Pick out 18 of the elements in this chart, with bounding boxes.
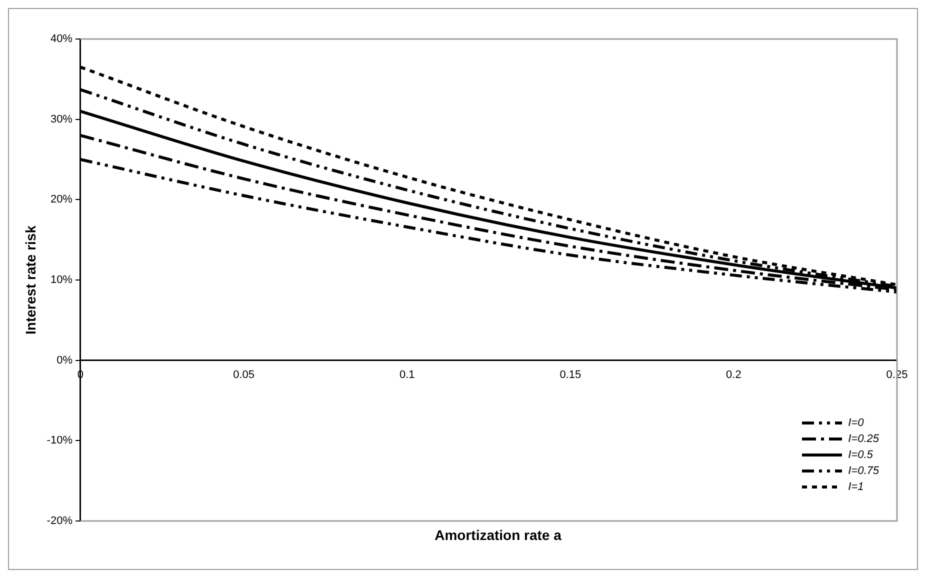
legend-label: I=0.5 [848, 449, 873, 461]
y-axis-title: Interest rate risk [22, 225, 38, 334]
legend-label: I=1 [848, 481, 864, 493]
y-tick-label: 0% [56, 354, 73, 366]
y-tick-label: 20% [50, 194, 73, 206]
legend-label: I=0.25 [848, 433, 879, 445]
y-tick-label: 10% [50, 274, 73, 286]
y-tick-label: -10% [46, 434, 73, 447]
x-tick-label: 0.2 [726, 368, 742, 381]
x-tick-label: 0.1 [399, 368, 415, 381]
x-tick-label: 0.15 [560, 368, 582, 381]
y-tick-label: 30% [50, 113, 73, 126]
x-axis-title: Amortization rate a [434, 527, 562, 543]
y-tick-label: 40% [50, 33, 73, 46]
legend-label: I=0 [848, 417, 864, 429]
legend-label: I=0.75 [848, 465, 879, 477]
x-tick-label: 0.05 [233, 368, 254, 381]
y-tick-label: -20% [46, 515, 73, 528]
